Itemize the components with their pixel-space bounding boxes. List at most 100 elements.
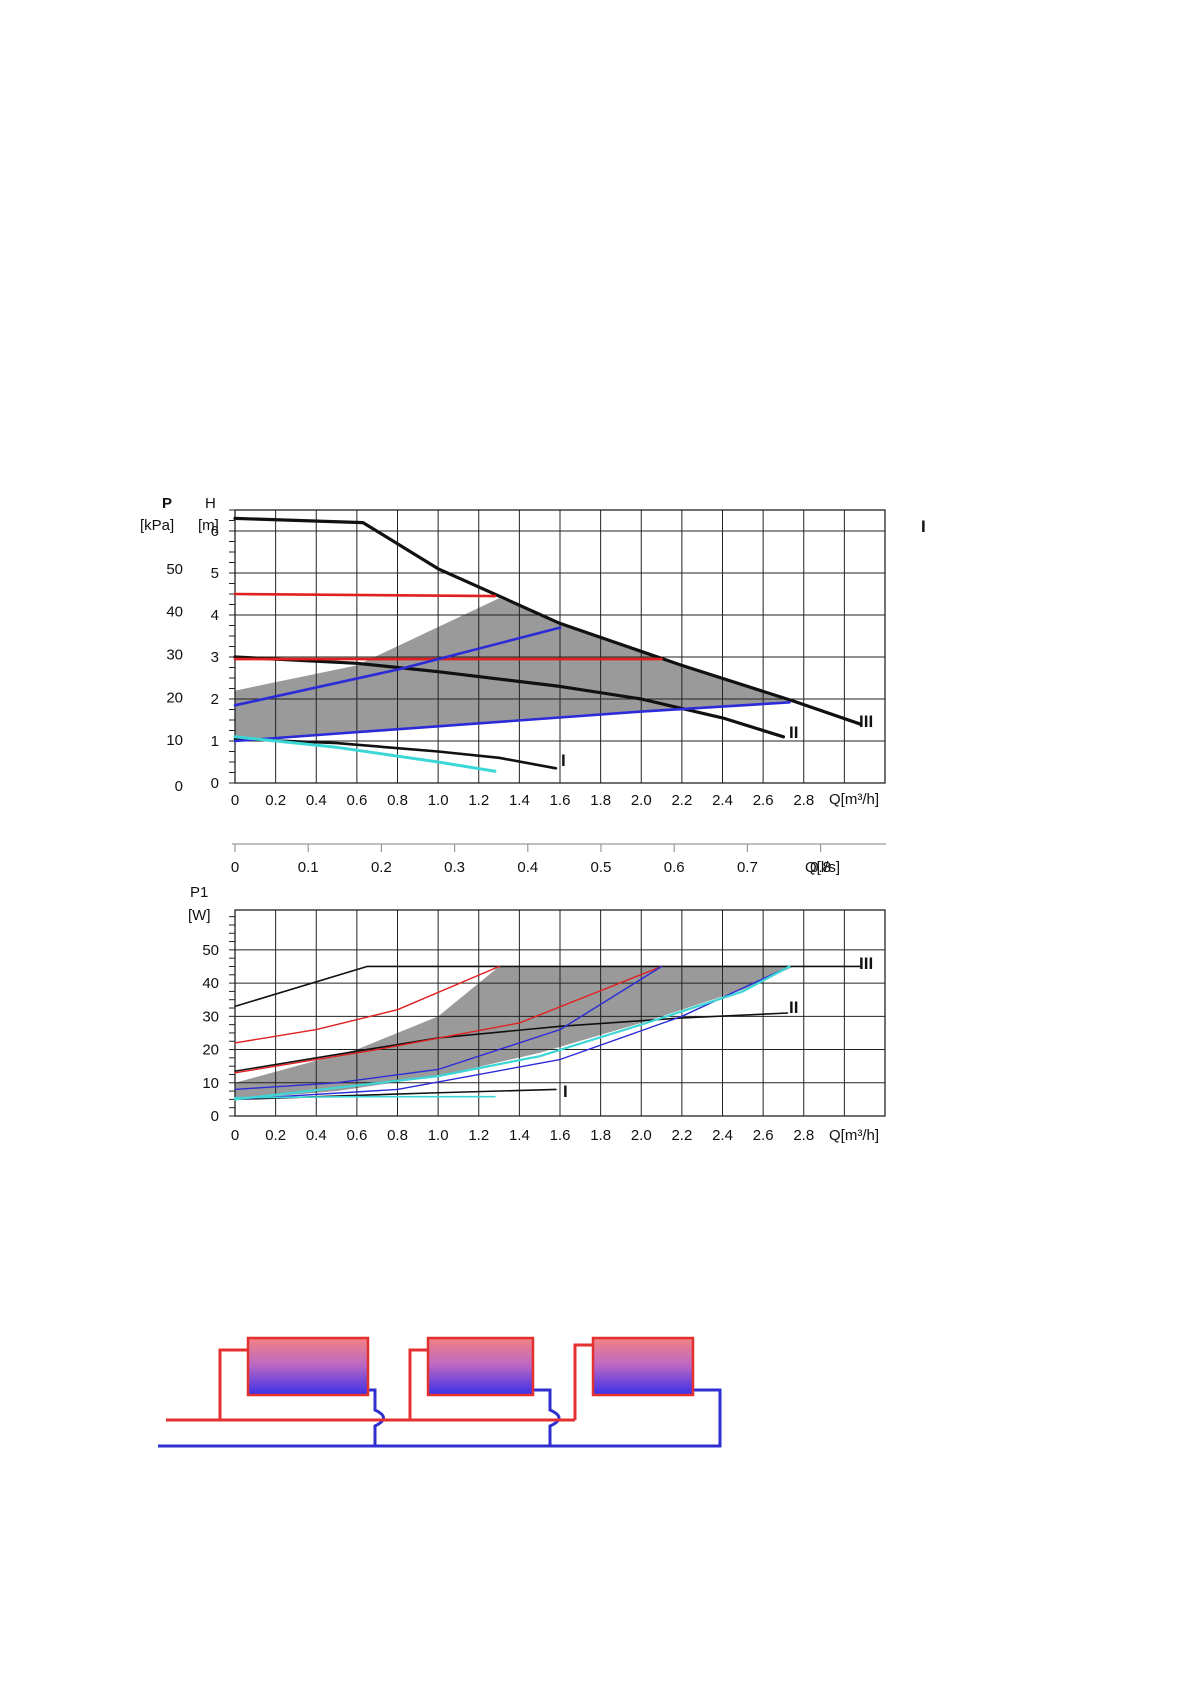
head-x-tick: 1.0: [428, 792, 449, 809]
power-x-tick: 0.6: [346, 1127, 367, 1144]
power-curves: [233, 965, 862, 1101]
power-x-tick: 2.2: [671, 1127, 692, 1144]
h-axis-symbol: H: [205, 495, 216, 512]
head-x-tick: 2.6: [753, 792, 774, 809]
h-tick: 0: [211, 775, 219, 792]
supply-branch-1: [218, 1348, 248, 1420]
power-x-tick: 2.0: [631, 1127, 652, 1144]
power-x-tick: 0.4: [306, 1127, 327, 1144]
power-x-tick: 0: [231, 1127, 239, 1144]
series-power-III: [234, 965, 862, 1008]
power-grid: [229, 909, 886, 1117]
series-blue-lower: [233, 701, 791, 743]
p-tick: 0: [175, 778, 183, 795]
return-main-pipe: [158, 1388, 722, 1448]
p1-tick: 50: [202, 942, 219, 959]
head-grid: [229, 509, 886, 784]
p-axis-unit: [kPa]: [140, 517, 174, 534]
ls-tick-label: 0.5: [591, 859, 612, 876]
power-x-tick: 1.6: [550, 1127, 571, 1144]
p1-tick: 30: [202, 1008, 219, 1025]
series-red-upper: [233, 592, 497, 598]
power-x-tick: 2.8: [793, 1127, 814, 1144]
p1-tick: 10: [202, 1075, 219, 1092]
p-tick: 50: [166, 561, 183, 578]
ls-tick-label: 0.1: [298, 859, 319, 876]
h-tick: 3: [211, 649, 219, 666]
series-cyan: [233, 735, 497, 773]
head-x-tick: 0.2: [265, 792, 286, 809]
power-x-tick: 2.6: [753, 1127, 774, 1144]
power-x-tick: 1.0: [428, 1127, 449, 1144]
ls-tick-label: 0.6: [664, 859, 685, 876]
power-chart: 0 0.2 0.4 0.6 0.8 1.0 1.2 1.4 1.6 1.8 2.0 2.2 2.4 2.6…: [188, 884, 886, 1144]
head-x-axis-label: Q[m³/h]: [829, 791, 879, 808]
h-tick: 1: [211, 733, 219, 750]
power-x-tick: 2.4: [712, 1127, 733, 1144]
series-curve-III: [233, 516, 863, 726]
p1-axis-unit: [W]: [188, 907, 211, 924]
p-tick: 40: [166, 604, 183, 621]
curve-label-I: I: [561, 751, 566, 770]
power-x-tick: 0.8: [387, 1127, 408, 1144]
power-region: [235, 966, 794, 1100]
head-x-tick: 2.8: [793, 792, 814, 809]
power-x-tick: 1.8: [590, 1127, 611, 1144]
p-tick: 20: [166, 689, 183, 706]
series-power-red-lower: [234, 965, 663, 1074]
shaded-operating-area: [235, 598, 794, 741]
flow-ls-axis: 0 0.1 0.2 0.3 0.4 0.5 0.6 0.7 0.8 Q[l/s]: [231, 843, 886, 876]
p-tick: 30: [166, 647, 183, 664]
power-label-I: I: [563, 1082, 568, 1101]
head-curves: [233, 516, 863, 773]
ls-tick-label: 0.4: [517, 859, 538, 876]
radiator-3: [591, 1336, 695, 1397]
series-curve-I: [233, 737, 558, 770]
radiator-2: [426, 1336, 535, 1397]
p1-tick: 20: [202, 1042, 219, 1059]
h-tick: 4: [211, 607, 219, 624]
head-x-tick: 0.6: [346, 792, 367, 809]
h-tick: 5: [211, 565, 219, 582]
head-x-tick: 0.8: [387, 792, 408, 809]
head-x-tick: 2.4: [712, 792, 733, 809]
ls-tick-label: 0.7: [737, 859, 758, 876]
head-x-tick: 0: [231, 792, 239, 809]
p-axis-symbol: P: [162, 495, 172, 512]
h-tick: 2: [211, 691, 219, 708]
head-x-tick: 1.6: [550, 792, 571, 809]
power-x-tick: 0.2: [265, 1127, 286, 1144]
series-power-II: [234, 1012, 789, 1072]
power-label-III: III: [859, 954, 873, 973]
p1-tick: 40: [202, 975, 219, 992]
head-x-tick: 0.4: [306, 792, 327, 809]
head-chart: 0 0.2 0.4 0.6 0.8 1.0 1.2 1.4 1.6 1.8 2.0 2.2 2.4 2.6…: [140, 495, 886, 809]
power-x-tick: 1.4: [509, 1127, 530, 1144]
p1-axis-symbol: P1: [190, 884, 208, 901]
radiator-1: [246, 1336, 370, 1397]
ls-axis-ticks: 0 0.1 0.2 0.3 0.4 0.5 0.6 0.7 0.8: [231, 844, 831, 876]
radiator-piping-diagram: [158, 1336, 722, 1448]
power-x-tick-labels: 0 0.2 0.4 0.6 0.8 1.0 1.2 1.4 1.6 1.8 2.0 2.2 2.4 2.6…: [231, 1127, 814, 1144]
series-power-red-upper: [234, 965, 500, 1044]
series-power-blue-upper: [234, 965, 663, 1091]
curve-label-II: II: [789, 723, 798, 742]
power-x-tick: 1.2: [468, 1127, 489, 1144]
p1-tick: 0: [211, 1108, 219, 1125]
head-h-tick-labels: 0 1 2 3 4 5 6: [211, 523, 219, 792]
head-x-tick-labels: 0 0.2 0.4 0.6 0.8 1.0 1.2 1.4 1.6 1.8 2.0 2.2 2.4 2.6…: [231, 792, 814, 809]
stray-mark: I: [921, 517, 926, 536]
return-branch-1: [367, 1388, 385, 1446]
operating-region: [235, 598, 794, 741]
ls-tick-label: 0: [231, 859, 239, 876]
head-p-tick-labels: 0 10 20 30 40 50: [166, 561, 183, 795]
h-tick: 6: [211, 523, 219, 540]
series-power-cyan: [233, 965, 791, 1101]
curve-label-III: III: [859, 712, 873, 731]
supply-branch-2: [408, 1348, 428, 1420]
head-x-tick: 1.2: [468, 792, 489, 809]
shaded-operating-area: [235, 966, 794, 1100]
series-power-cyan-low: [234, 1095, 496, 1099]
series-blue-upper: [233, 626, 562, 707]
